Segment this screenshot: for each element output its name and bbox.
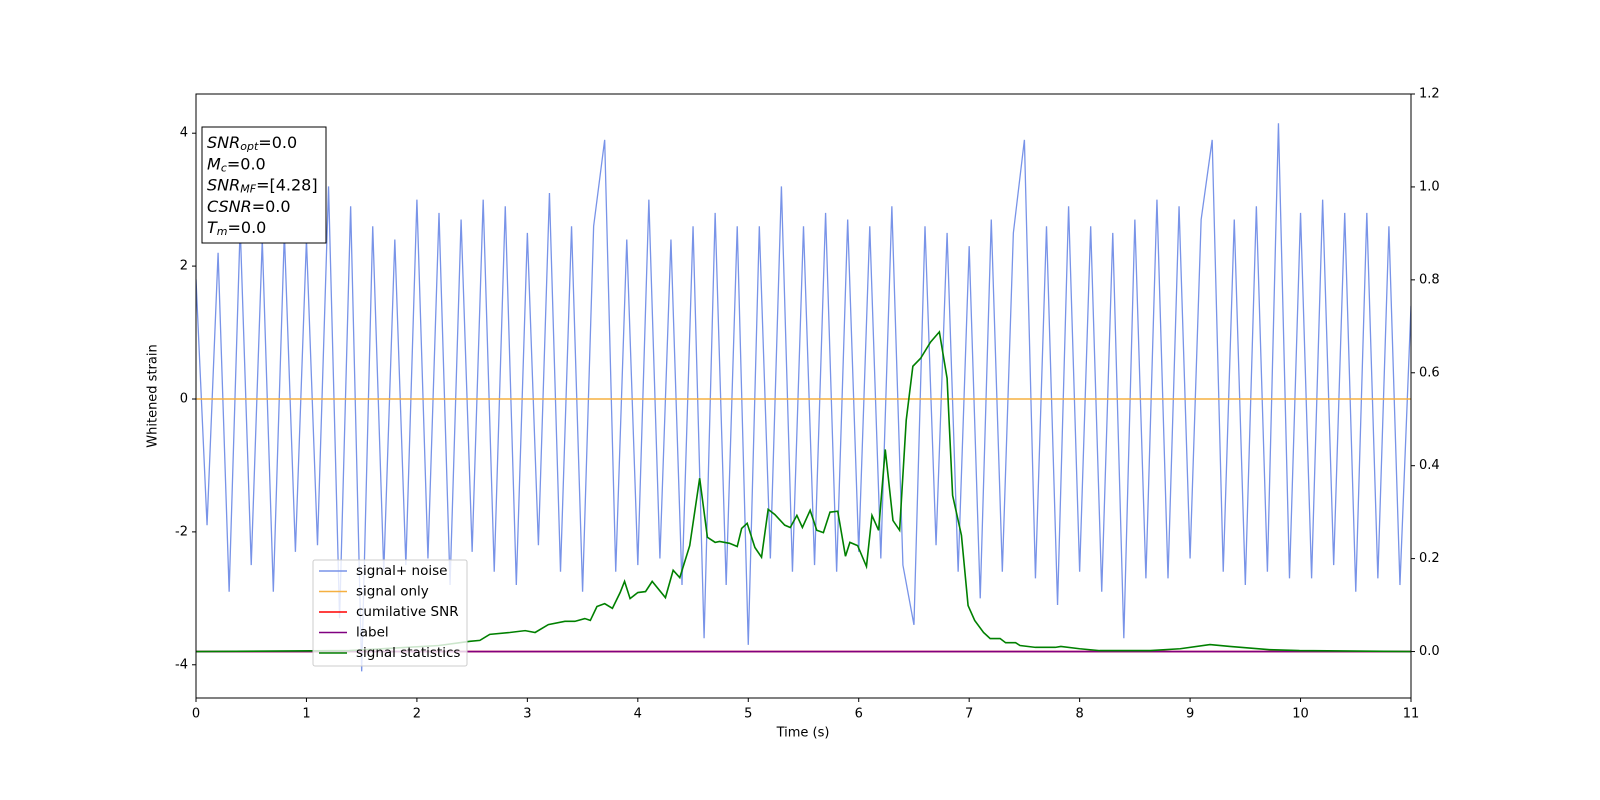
y2-tick-label: 0.8 (1419, 272, 1440, 287)
y2-tick-label: 0.4 (1419, 458, 1440, 473)
plot-frame (195, 93, 1412, 699)
y-tick-label: 2 (180, 259, 188, 274)
y-tick-label: -2 (175, 524, 188, 539)
y2-tick-label: 1.0 (1419, 179, 1440, 194)
y-tick-label: 4 (180, 126, 188, 141)
annotation-sub: c (221, 161, 227, 174)
annotation-line: CSNR=0.0 (207, 196, 291, 215)
annotation-rest: =0.0 (227, 154, 266, 173)
y-axis-label: Whitened strain (146, 344, 161, 447)
annotation-main: CSNR (207, 196, 252, 215)
x-tick-label: 3 (523, 707, 531, 722)
annotation-frame (201, 126, 327, 244)
annotation-sub: MF (240, 183, 256, 196)
x-tick-label: 11 (1403, 707, 1420, 722)
x-tick-label: 8 (1075, 707, 1083, 722)
annotation-rest: =[4.28] (256, 175, 318, 194)
x-tick-label: 7 (965, 707, 973, 722)
annotation-main: M (207, 154, 221, 173)
annotation-line: SNRMF=[4.28] (207, 175, 318, 196)
legend-label: cumilative SNR (356, 604, 459, 620)
x-tick-label: 2 (413, 707, 421, 722)
legend-frame (312, 559, 468, 667)
y-tick-label: -4 (175, 657, 188, 672)
annotation-line: Tm=0.0 (207, 218, 266, 239)
y2-tick-label: 0.0 (1419, 644, 1440, 659)
legend-label: signal only (356, 584, 429, 600)
y-tick-label: 0 (180, 391, 188, 406)
annotation-box: SNRopt=0.0Mc=0.0SNRMF=[4.28]CSNR=0.0Tm=0… (201, 126, 327, 244)
x-axis-label: Time (s) (776, 726, 830, 741)
annotation-line: SNRopt=0.0 (207, 133, 297, 154)
series-line (196, 123, 1411, 672)
y2-tick-label: 0.6 (1419, 365, 1440, 380)
x-tick-label: 6 (855, 707, 863, 722)
annotation-main: T (207, 218, 218, 237)
annotation-rest: =0.0 (258, 133, 297, 152)
legend-label: signal statistics (356, 645, 460, 661)
annotation-main: SNR (207, 133, 240, 152)
annotation-rest: =0.0 (228, 218, 267, 237)
x-tick-label: 1 (302, 707, 310, 722)
axes: 0 1 2 3 4 5 6 7 8 9 10 11 -4 -2 0 2 4 0.0 0.2 0.4 0.6 0.8 1.0 1… (175, 87, 1440, 722)
x-tick-label: 9 (1186, 707, 1194, 722)
legend-label: signal+ noise (356, 563, 447, 579)
x-tick-label: 4 (634, 707, 642, 722)
legend: signal+ noise signal only cumilative SNR la… (312, 559, 468, 667)
annotation-sub: m (217, 225, 228, 238)
annotation-main: SNR (207, 175, 240, 194)
x-tick-label: 0 (192, 707, 200, 722)
series-line (196, 330, 1411, 653)
annotation-line: Mc=0.0 (207, 154, 266, 175)
annotation-sub: opt (240, 140, 259, 153)
legend-label: label (356, 625, 389, 641)
annotation-rest: =0.0 (252, 196, 291, 215)
x-tick-label: 10 (1292, 707, 1309, 722)
y2-tick-label: 0.2 (1419, 551, 1440, 566)
y2-tick-label: 1.2 (1419, 87, 1440, 102)
x-tick-label: 5 (744, 707, 752, 722)
